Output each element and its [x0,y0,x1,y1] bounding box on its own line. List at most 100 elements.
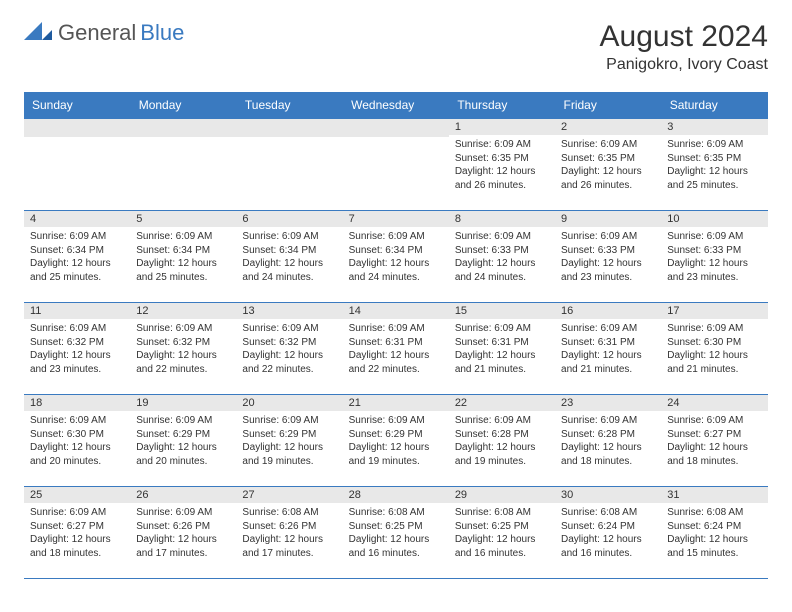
day-sr: Sunrise: 6:08 AM [561,506,655,520]
weekday-header: Sunday [24,92,130,119]
calendar-cell: 24Sunrise: 6:09 AMSunset: 6:27 PMDayligh… [661,395,767,487]
day-number: 26 [130,487,236,503]
day-d1: Daylight: 12 hours [349,349,443,363]
day-ss: Sunset: 6:31 PM [455,336,549,350]
day-sr: Sunrise: 6:09 AM [561,138,655,152]
calendar-cell: 2Sunrise: 6:09 AMSunset: 6:35 PMDaylight… [555,119,661,211]
weekday-header: Monday [130,92,236,119]
day-number: 20 [236,395,342,411]
day-d2: and 21 minutes. [455,363,549,377]
day-d1: Daylight: 12 hours [667,257,761,271]
calendar-cell: 16Sunrise: 6:09 AMSunset: 6:31 PMDayligh… [555,303,661,395]
day-number: 4 [24,211,130,227]
day-d2: and 17 minutes. [136,547,230,561]
day-details: Sunrise: 6:09 AMSunset: 6:31 PMDaylight:… [449,319,555,382]
day-d2: and 18 minutes. [561,455,655,469]
day-details: Sunrise: 6:09 AMSunset: 6:28 PMDaylight:… [555,411,661,474]
empty-day [236,119,342,137]
day-ss: Sunset: 6:33 PM [561,244,655,258]
day-d1: Daylight: 12 hours [455,533,549,547]
day-d2: and 22 minutes. [349,363,443,377]
day-d1: Daylight: 12 hours [667,533,761,547]
day-d1: Daylight: 12 hours [242,441,336,455]
day-ss: Sunset: 6:35 PM [561,152,655,166]
calendar-cell: 20Sunrise: 6:09 AMSunset: 6:29 PMDayligh… [236,395,342,487]
logo-icon [24,22,52,45]
day-sr: Sunrise: 6:09 AM [136,230,230,244]
day-ss: Sunset: 6:24 PM [561,520,655,534]
calendar-table: Sunday Monday Tuesday Wednesday Thursday… [24,92,768,579]
day-sr: Sunrise: 6:09 AM [136,322,230,336]
day-ss: Sunset: 6:34 PM [349,244,443,258]
day-number: 14 [343,303,449,319]
day-ss: Sunset: 6:24 PM [667,520,761,534]
day-number: 19 [130,395,236,411]
day-sr: Sunrise: 6:08 AM [242,506,336,520]
calendar-cell: 19Sunrise: 6:09 AMSunset: 6:29 PMDayligh… [130,395,236,487]
day-d2: and 16 minutes. [455,547,549,561]
calendar-week-row: 11Sunrise: 6:09 AMSunset: 6:32 PMDayligh… [24,303,768,395]
day-sr: Sunrise: 6:09 AM [561,322,655,336]
calendar-cell: 5Sunrise: 6:09 AMSunset: 6:34 PMDaylight… [130,211,236,303]
day-sr: Sunrise: 6:09 AM [561,230,655,244]
day-number: 27 [236,487,342,503]
calendar-cell: 28Sunrise: 6:08 AMSunset: 6:25 PMDayligh… [343,487,449,579]
calendar-cell: 30Sunrise: 6:08 AMSunset: 6:24 PMDayligh… [555,487,661,579]
day-sr: Sunrise: 6:09 AM [667,322,761,336]
day-sr: Sunrise: 6:09 AM [30,322,124,336]
day-d1: Daylight: 12 hours [455,441,549,455]
day-d2: and 22 minutes. [242,363,336,377]
day-details: Sunrise: 6:09 AMSunset: 6:32 PMDaylight:… [236,319,342,382]
weekday-header: Friday [555,92,661,119]
empty-day [24,119,130,137]
day-details: Sunrise: 6:09 AMSunset: 6:33 PMDaylight:… [661,227,767,290]
day-ss: Sunset: 6:28 PM [455,428,549,442]
calendar-week-row: 1Sunrise: 6:09 AMSunset: 6:35 PMDaylight… [24,119,768,211]
day-details: Sunrise: 6:09 AMSunset: 6:34 PMDaylight:… [130,227,236,290]
day-number: 3 [661,119,767,135]
day-d1: Daylight: 12 hours [136,257,230,271]
day-number: 23 [555,395,661,411]
day-sr: Sunrise: 6:09 AM [136,414,230,428]
calendar-cell: 27Sunrise: 6:08 AMSunset: 6:26 PMDayligh… [236,487,342,579]
logo-text-blue: Blue [140,20,184,46]
calendar-cell: 17Sunrise: 6:09 AMSunset: 6:30 PMDayligh… [661,303,767,395]
day-details: Sunrise: 6:09 AMSunset: 6:34 PMDaylight:… [236,227,342,290]
day-number: 9 [555,211,661,227]
day-number: 31 [661,487,767,503]
day-d2: and 20 minutes. [30,455,124,469]
day-d2: and 23 minutes. [561,271,655,285]
day-number: 25 [24,487,130,503]
day-ss: Sunset: 6:35 PM [667,152,761,166]
day-details: Sunrise: 6:09 AMSunset: 6:30 PMDaylight:… [24,411,130,474]
day-number: 1 [449,119,555,135]
day-number: 24 [661,395,767,411]
day-details: Sunrise: 6:09 AMSunset: 6:28 PMDaylight:… [449,411,555,474]
day-d2: and 16 minutes. [561,547,655,561]
day-sr: Sunrise: 6:09 AM [349,230,443,244]
calendar-cell: 10Sunrise: 6:09 AMSunset: 6:33 PMDayligh… [661,211,767,303]
day-sr: Sunrise: 6:09 AM [242,414,336,428]
day-sr: Sunrise: 6:09 AM [455,322,549,336]
day-details: Sunrise: 6:09 AMSunset: 6:27 PMDaylight:… [24,503,130,566]
day-sr: Sunrise: 6:09 AM [30,506,124,520]
day-ss: Sunset: 6:25 PM [455,520,549,534]
day-details: Sunrise: 6:08 AMSunset: 6:24 PMDaylight:… [661,503,767,566]
day-d2: and 20 minutes. [136,455,230,469]
day-sr: Sunrise: 6:09 AM [561,414,655,428]
day-ss: Sunset: 6:25 PM [349,520,443,534]
calendar-week-row: 25Sunrise: 6:09 AMSunset: 6:27 PMDayligh… [24,487,768,579]
day-sr: Sunrise: 6:09 AM [349,322,443,336]
calendar-cell: 13Sunrise: 6:09 AMSunset: 6:32 PMDayligh… [236,303,342,395]
day-d2: and 21 minutes. [561,363,655,377]
day-d2: and 23 minutes. [667,271,761,285]
empty-day [343,119,449,137]
day-d1: Daylight: 12 hours [561,257,655,271]
location: Panigokro, Ivory Coast [600,56,768,74]
day-ss: Sunset: 6:29 PM [349,428,443,442]
day-d1: Daylight: 12 hours [455,257,549,271]
day-ss: Sunset: 6:26 PM [136,520,230,534]
day-d1: Daylight: 12 hours [30,441,124,455]
day-details: Sunrise: 6:09 AMSunset: 6:33 PMDaylight:… [555,227,661,290]
calendar-cell [236,119,342,211]
